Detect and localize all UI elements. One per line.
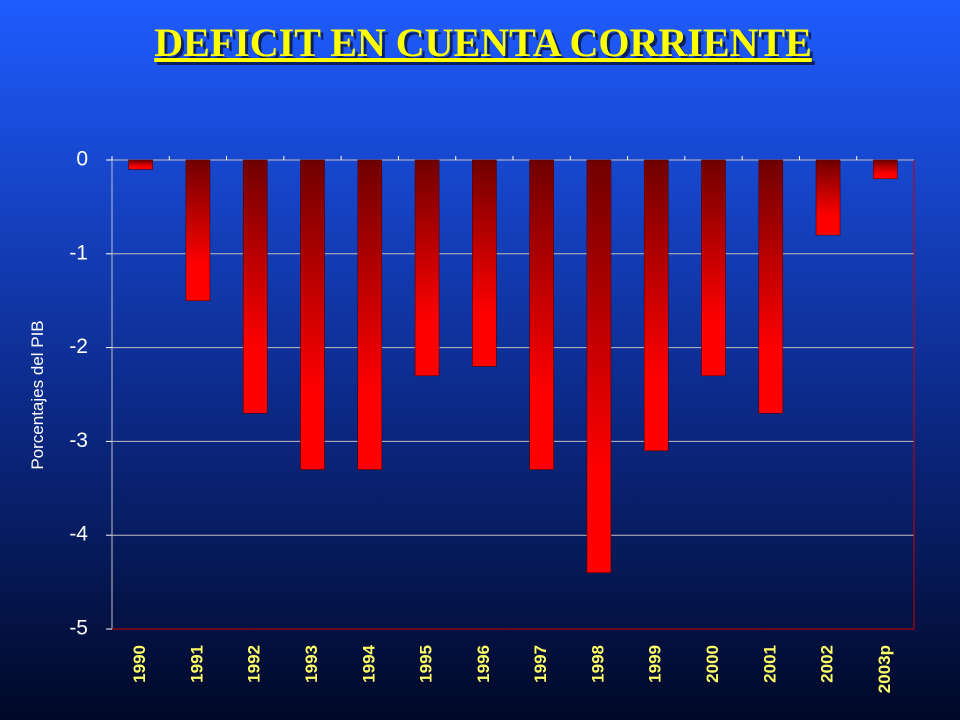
- bar: [643, 159, 669, 452]
- x-tick-label: 1991: [187, 645, 206, 683]
- chart-title-shadow: DEFICIT EN CUENTA CORRIENTE: [157, 23, 815, 68]
- bar: [701, 159, 726, 377]
- bar: [357, 159, 383, 470]
- x-tick-label: 1999: [646, 645, 665, 683]
- bar: [185, 159, 211, 301]
- bar: [128, 159, 153, 170]
- x-tick-label: 1990: [130, 645, 149, 683]
- bar: [873, 159, 898, 180]
- chart-title: DEFICIT EN CUENTA CORRIENTE: [154, 20, 812, 65]
- bar: [414, 159, 440, 377]
- x-tick-label: 2002: [818, 645, 837, 683]
- bar: [300, 159, 325, 470]
- y-tick-label: -5: [69, 617, 88, 640]
- bar: [242, 159, 268, 414]
- x-tick-label: 1994: [359, 644, 378, 682]
- bar: [586, 159, 612, 574]
- x-tick-label: 1997: [531, 645, 550, 683]
- x-tick-label: 1993: [302, 645, 321, 683]
- y-tick-label: -1: [69, 241, 88, 264]
- x-tick-label: 2001: [760, 645, 779, 683]
- bar: [529, 159, 554, 470]
- y-tick-label: -4: [69, 523, 88, 546]
- x-tick-label: 2003p: [875, 645, 894, 693]
- y-tick-label: -3: [69, 429, 88, 452]
- x-tick-label: 1995: [417, 645, 436, 683]
- x-tick-label: 2000: [703, 645, 722, 683]
- bar: [472, 159, 497, 367]
- y-tick-label: -2: [69, 335, 88, 358]
- bar: [815, 159, 841, 236]
- x-tick-label: 1998: [588, 645, 607, 683]
- y-tick-label: 0: [76, 148, 88, 171]
- x-tick-label: 1992: [245, 645, 264, 683]
- y-axis-label: Porcentajes del PIB: [28, 320, 47, 469]
- bar: [758, 159, 784, 414]
- x-tick-label: 1996: [474, 645, 493, 683]
